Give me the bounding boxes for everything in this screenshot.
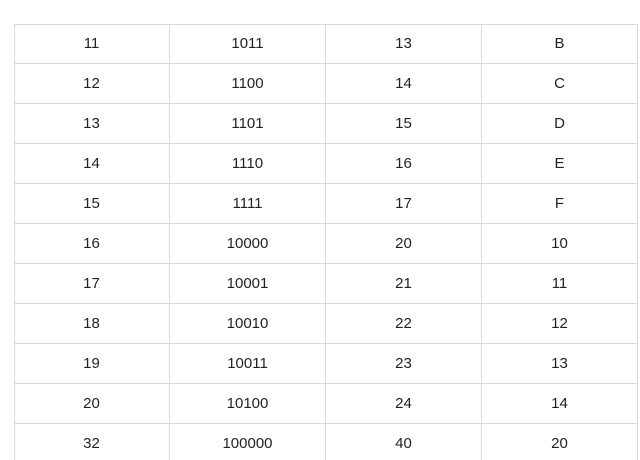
- table-cell: 10100: [170, 384, 326, 424]
- table-cell: F: [482, 184, 638, 224]
- table-cell: 10011: [170, 344, 326, 384]
- table-cell: 13: [14, 104, 170, 144]
- table-cell: 20: [482, 424, 638, 460]
- table-cell: 17: [326, 184, 482, 224]
- table-cell: 19: [14, 344, 170, 384]
- table-cell: 11: [14, 24, 170, 64]
- table-cell: 17: [14, 264, 170, 304]
- table-cell: 24: [326, 384, 482, 424]
- table-cell: 10010: [170, 304, 326, 344]
- table-cell: 32: [14, 424, 170, 460]
- table-cell: 1110: [170, 144, 326, 184]
- table-cell: E: [482, 144, 638, 184]
- table-cell: 15: [14, 184, 170, 224]
- table-cell: 16: [14, 224, 170, 264]
- table-cell: 12: [14, 64, 170, 104]
- table-cell: 10: [482, 224, 638, 264]
- table-cell: C: [482, 64, 638, 104]
- table-cell: 14: [326, 64, 482, 104]
- table-cell: 11: [482, 264, 638, 304]
- table-cell: B: [482, 24, 638, 64]
- table-cell: 21: [326, 264, 482, 304]
- table-cell: 20: [326, 224, 482, 264]
- table-cell: 13: [482, 344, 638, 384]
- table-cell: 16: [326, 144, 482, 184]
- table-cell: 1011: [170, 24, 326, 64]
- table-cell: 14: [482, 384, 638, 424]
- table-cell: 100000: [170, 424, 326, 460]
- table-cell: 10001: [170, 264, 326, 304]
- table-cell: 12: [482, 304, 638, 344]
- table-cell: 1100: [170, 64, 326, 104]
- table-cell: 13: [326, 24, 482, 64]
- table-cell: D: [482, 104, 638, 144]
- table-cell: 10000: [170, 224, 326, 264]
- table-cell: 22: [326, 304, 482, 344]
- table-cell: 1111: [170, 184, 326, 224]
- table-cell: 15: [326, 104, 482, 144]
- table-cell: 40: [326, 424, 482, 460]
- table-cell: 20: [14, 384, 170, 424]
- table-cell: 14: [14, 144, 170, 184]
- table-frame: [14, 24, 638, 460]
- table-cell: 18: [14, 304, 170, 344]
- table-cell: 23: [326, 344, 482, 384]
- table-cell: 1101: [170, 104, 326, 144]
